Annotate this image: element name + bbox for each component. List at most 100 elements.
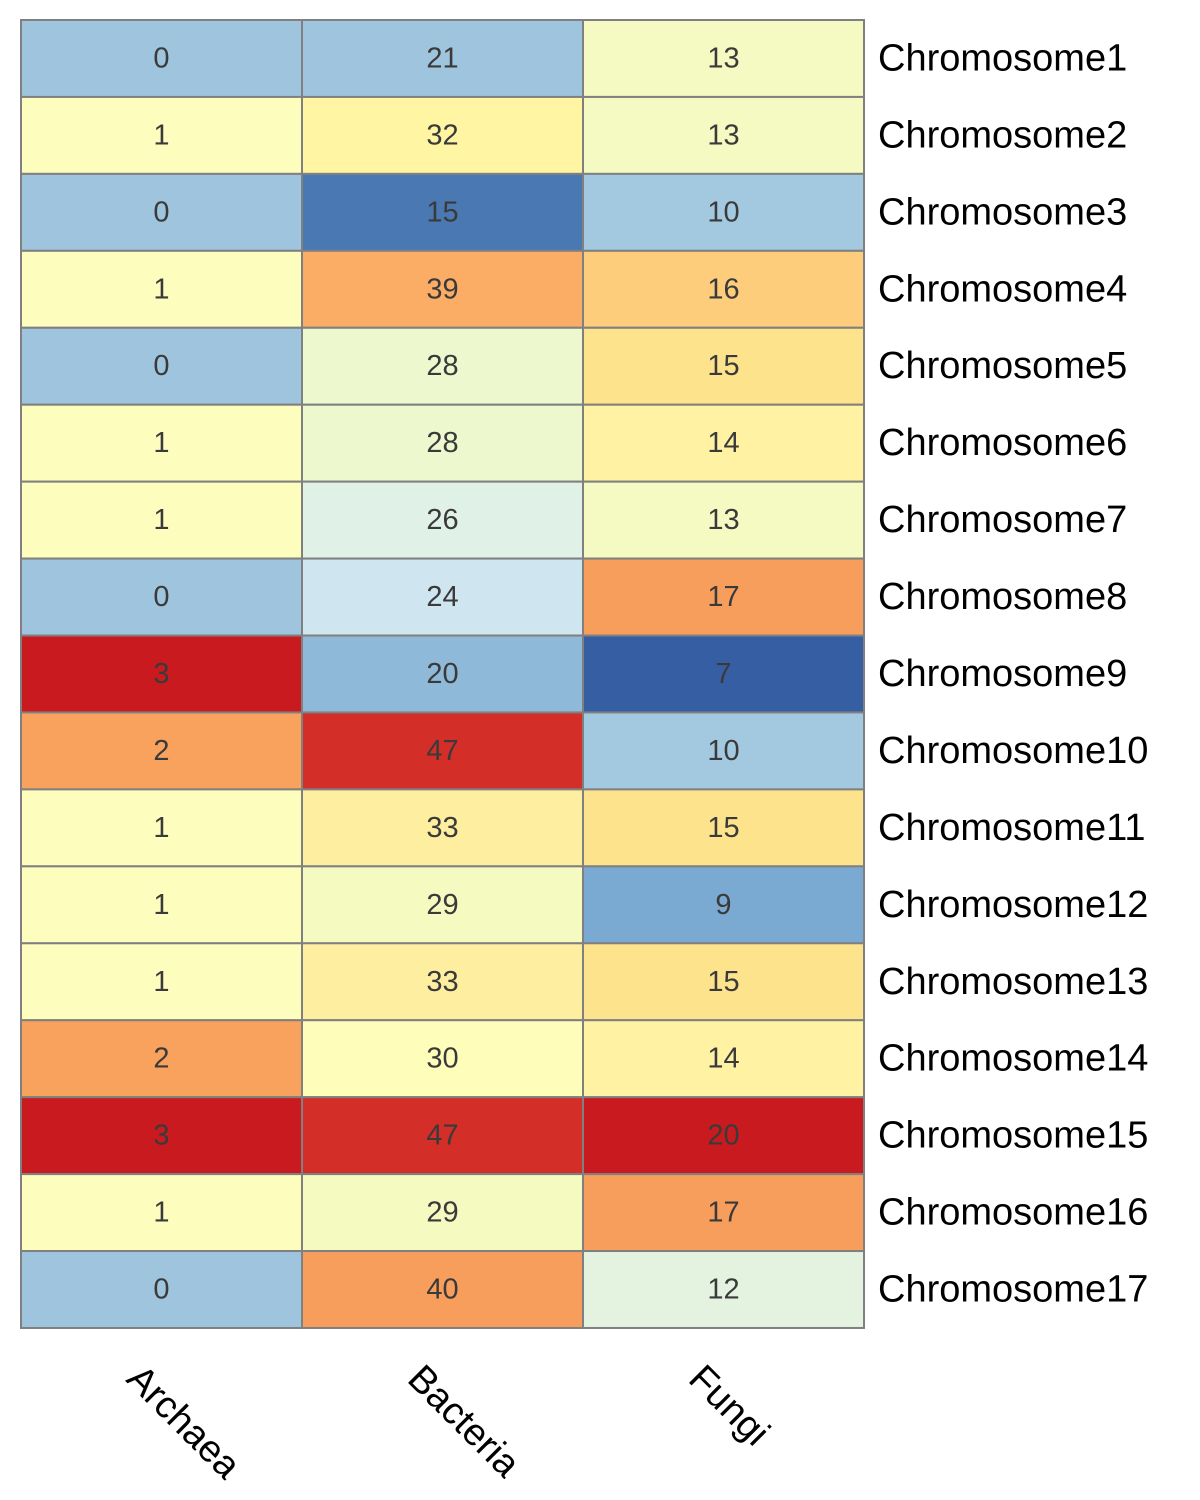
heatmap-cell — [20, 788, 303, 868]
cell-value-label: 1 — [153, 812, 169, 844]
cell-value-label: 15 — [426, 196, 458, 228]
heatmap-cell — [582, 95, 865, 175]
row-label: Chromosome9 — [878, 653, 1127, 695]
cell-value-label: 15 — [707, 966, 739, 998]
heatmap-cell — [582, 249, 865, 329]
heatmap-cell — [301, 1173, 584, 1253]
column-label: Archaea — [118, 1357, 248, 1487]
heatmap-cell — [582, 19, 865, 98]
cell-value-label: 1 — [153, 504, 169, 536]
cell-value-label: 1 — [153, 966, 169, 998]
cell-value-label: 29 — [426, 1197, 458, 1229]
heatmap-cell — [582, 1250, 865, 1329]
cell-value-label: 47 — [426, 735, 458, 767]
cell-value-label: 1 — [153, 1197, 169, 1229]
heatmap-cell — [582, 865, 865, 945]
column-label: Bacteria — [399, 1357, 528, 1486]
row-label: Chromosome6 — [878, 422, 1127, 464]
cell-value-label: 1 — [153, 427, 169, 459]
cell-value-label: 26 — [426, 504, 458, 536]
row-label: Chromosome3 — [878, 191, 1127, 233]
cell-value-label: 14 — [707, 1043, 739, 1075]
row-label: Chromosome7 — [878, 499, 1127, 541]
cell-value-label: 14 — [707, 427, 739, 459]
heatmap-cell — [301, 480, 584, 560]
row-label: Chromosome4 — [878, 268, 1127, 310]
cell-value-label: 13 — [707, 42, 739, 74]
heatmap-cells: 0 21 131 32 130 15 101 39 160 28 151 28 141 26 130 24 17… — [20, 19, 865, 1329]
heatmap-cell — [582, 788, 865, 868]
cell-value-label: 1 — [153, 889, 169, 921]
cell-value-label: 0 — [153, 196, 169, 228]
heatmap-cell — [20, 249, 303, 329]
heatmap-cell — [20, 1019, 303, 1099]
cell-value-label: 3 — [153, 1120, 169, 1152]
row-label: Chromosome13 — [878, 961, 1148, 1003]
cell-value-label: 2 — [153, 1043, 169, 1075]
cell-value-label: 15 — [707, 350, 739, 382]
cell-value-label: 10 — [707, 735, 739, 767]
cell-value-label: 16 — [707, 273, 739, 305]
cell-value-label: 17 — [707, 1197, 739, 1229]
row-label: Chromosome12 — [878, 884, 1148, 926]
cell-value-label: 0 — [153, 350, 169, 382]
column-label: Fungi — [680, 1357, 777, 1454]
cell-value-label: 39 — [426, 273, 458, 305]
cell-value-label: 0 — [153, 581, 169, 613]
cell-value-label: 15 — [707, 812, 739, 844]
row-label: Chromosome5 — [878, 345, 1127, 387]
cell-value-label: 17 — [707, 581, 739, 613]
heatmap-cell — [582, 480, 865, 560]
heatmap-cell — [301, 557, 584, 637]
column-labels: Archaea Bacteria Fungi — [118, 1357, 777, 1487]
heatmap-cell — [20, 1096, 303, 1176]
heatmap-cell — [20, 634, 303, 714]
heatmap-cell — [301, 19, 584, 98]
row-labels: Chromosome1 Chromosome2 Chromosome3 Chromos… — [878, 37, 1148, 1310]
cell-value-label: 33 — [426, 966, 458, 998]
cell-value-label: 13 — [707, 504, 739, 536]
heatmap-cell — [582, 557, 865, 637]
heatmap-cell — [582, 1096, 865, 1176]
row-label: Chromosome8 — [878, 576, 1127, 618]
heatmap-cell — [582, 1019, 865, 1099]
heatmap-cell — [301, 403, 584, 483]
cell-value-label: 30 — [426, 1043, 458, 1075]
row-label: Chromosome11 — [878, 807, 1146, 849]
cell-value-label: 29 — [426, 889, 458, 921]
row-label: Chromosome17 — [878, 1269, 1148, 1311]
cell-value-label: 10 — [707, 196, 739, 228]
cell-value-label: 9 — [715, 889, 731, 921]
cell-value-label: 32 — [426, 119, 458, 151]
row-label: Chromosome2 — [878, 114, 1127, 156]
heatmap-cell — [582, 403, 865, 483]
row-label: Chromosome16 — [878, 1192, 1148, 1234]
cell-value-label: 28 — [426, 350, 458, 382]
heatmap-cell — [20, 19, 303, 98]
cell-value-label: 40 — [426, 1274, 458, 1306]
heatmap-cell — [20, 1250, 303, 1329]
cell-value-label: 7 — [715, 658, 731, 690]
row-label: Chromosome15 — [878, 1115, 1148, 1157]
cell-value-label: 12 — [707, 1274, 739, 1306]
cell-value-label: 13 — [707, 119, 739, 151]
cell-value-label: 20 — [707, 1120, 739, 1152]
cell-value-label: 0 — [153, 42, 169, 74]
cell-value-label: 33 — [426, 812, 458, 844]
heatmap-cell — [20, 480, 303, 560]
cell-value-label: 24 — [426, 581, 458, 613]
row-label: Chromosome1 — [878, 37, 1127, 79]
heatmap-cell — [301, 711, 584, 791]
cell-value-label: 1 — [153, 119, 169, 151]
cell-value-label: 21 — [426, 42, 458, 74]
cell-value-label: 20 — [426, 658, 458, 690]
heatmap-cell — [20, 1173, 303, 1253]
heatmap-cell — [20, 403, 303, 483]
cell-value-label: 1 — [153, 273, 169, 305]
heatmap-cell — [301, 326, 584, 406]
heatmap-cell — [301, 172, 584, 252]
cell-value-label: 3 — [153, 658, 169, 690]
heatmap-cell — [20, 711, 303, 791]
heatmap-cell — [582, 1173, 865, 1253]
